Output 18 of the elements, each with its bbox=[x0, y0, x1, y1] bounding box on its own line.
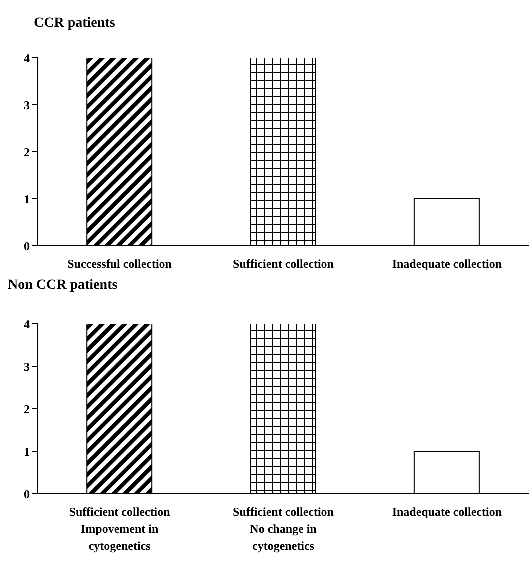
y-tick-label: 2 bbox=[24, 145, 30, 160]
y-tick-label: 0 bbox=[24, 487, 30, 502]
chart-title: CCR patients bbox=[33, 15, 116, 33]
x-tick-label: Sufficient collection Impovement in cytogenetics bbox=[69, 505, 171, 553]
y-tick-label: 3 bbox=[24, 98, 30, 112]
x-tick-label: Sufficient collection No change in cytogenetics bbox=[233, 505, 334, 553]
y-tick-label: 0 bbox=[24, 239, 30, 254]
y-tick-label: 1 bbox=[24, 444, 30, 459]
x-tick-label: Sufficient collection bbox=[233, 257, 334, 271]
y-tick-label: 1 bbox=[24, 192, 30, 206]
y-tick-label: 2 bbox=[24, 402, 30, 416]
x-tick-label: Inadequate collection bbox=[392, 505, 502, 519]
x-tick-label: Inadequate collection bbox=[392, 257, 502, 271]
y-tick-label: 4 bbox=[24, 51, 30, 66]
y-tick-label: 4 bbox=[24, 317, 30, 332]
y-tick-label: 3 bbox=[24, 360, 30, 374]
chart-title: Non CCR patients bbox=[8, 278, 119, 295]
x-tick-label: Successful collection bbox=[68, 257, 172, 271]
